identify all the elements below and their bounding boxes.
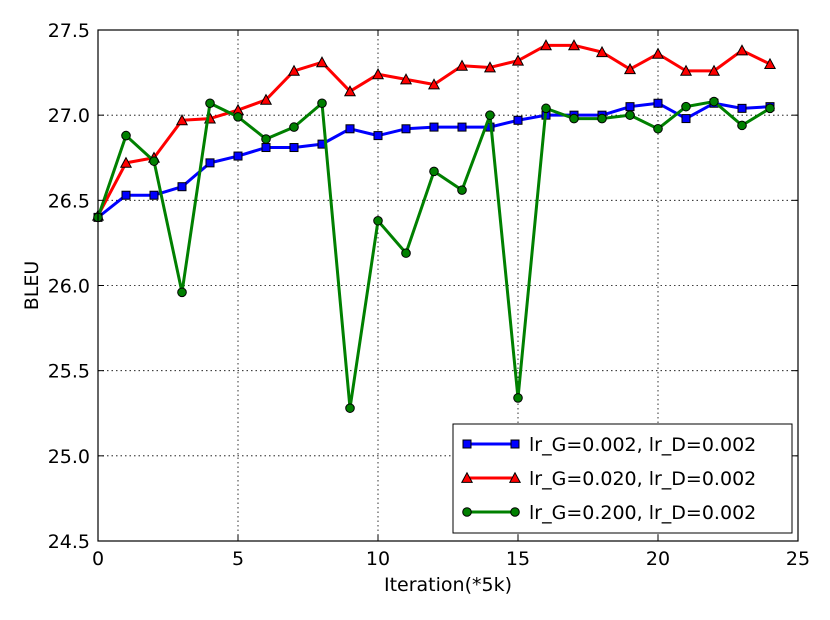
data-point (511, 54, 525, 66)
data-point (399, 73, 413, 85)
data-point (205, 98, 215, 109)
data-point (401, 124, 411, 134)
x-tick-label: 25 (786, 548, 810, 570)
data-point (735, 44, 749, 56)
series-layer (91, 39, 777, 413)
data-point (625, 110, 635, 120)
y-tick-label: 25.0 (48, 446, 90, 468)
data-point (205, 158, 215, 168)
legend-marker (460, 471, 474, 483)
x-axis-label: Iteration(*5k) (384, 574, 512, 596)
data-point (455, 59, 469, 71)
series-2 (91, 39, 777, 221)
legend-marker (510, 507, 520, 517)
data-point (345, 403, 355, 413)
data-point (653, 98, 663, 108)
y-tick-label: 26.5 (48, 190, 90, 212)
legend-entry: lr_G=0.002, lr_D=0.002 (462, 434, 756, 456)
data-point (763, 57, 777, 69)
data-point (233, 112, 243, 122)
data-point (343, 85, 357, 97)
data-point (175, 114, 189, 126)
data-point (259, 93, 273, 105)
y-tick-label: 27.5 (48, 20, 90, 42)
data-point (737, 120, 747, 131)
y-axis-label: BLEU (21, 261, 43, 311)
data-point (261, 134, 271, 144)
data-point (149, 156, 159, 166)
series-line (96, 100, 771, 410)
data-point (427, 78, 441, 90)
data-point (401, 248, 411, 258)
data-point (569, 113, 579, 124)
data-point (289, 143, 299, 153)
data-point (315, 56, 329, 68)
data-point (345, 124, 355, 134)
legend: lr_G=0.002, lr_D=0.002 lr_G=0.020, lr_D=0… (452, 423, 793, 534)
data-point (121, 190, 131, 200)
legend-label: lr_G=0.020, lr_D=0.002 (529, 468, 756, 490)
data-point (539, 39, 553, 51)
data-point (121, 130, 131, 141)
y-tick-label: 25.5 (48, 361, 90, 383)
series-3 (93, 96, 775, 413)
data-point (567, 39, 581, 51)
data-point (485, 110, 495, 120)
legend-marker (462, 439, 472, 449)
data-point (679, 64, 693, 76)
y-tick-label: 27.0 (48, 105, 90, 127)
data-point (177, 287, 187, 298)
legend-marker (462, 507, 472, 517)
legend-marker (510, 439, 520, 449)
data-point (513, 115, 523, 125)
legend-entry: lr_G=0.200, lr_D=0.002 (462, 502, 756, 524)
data-point (457, 185, 467, 195)
data-point (317, 98, 327, 109)
x-tick-label: 15 (506, 548, 530, 570)
data-point (233, 151, 243, 161)
tick-labels: 0 5 10 15 20 25 24.5 25.0 25.5 26.0 26.5 27.0 27.5 (48, 20, 810, 570)
data-point (177, 182, 187, 192)
legend-marker (508, 471, 522, 483)
data-point (707, 64, 721, 76)
x-tick-label: 10 (366, 548, 390, 570)
data-point (149, 190, 159, 200)
data-point (681, 101, 691, 112)
data-point (597, 113, 607, 124)
data-point (373, 131, 383, 141)
data-point (595, 45, 609, 58)
data-point (765, 103, 775, 114)
data-point (457, 122, 467, 132)
data-point (709, 96, 719, 107)
data-point (429, 166, 439, 177)
data-point (651, 47, 665, 59)
data-point (681, 114, 691, 124)
axis-ticks (97, 29, 799, 542)
data-point (483, 61, 497, 73)
data-point (119, 156, 133, 168)
x-tick-label: 5 (232, 548, 244, 570)
data-point (371, 68, 385, 80)
data-point (625, 102, 635, 112)
data-point (373, 215, 383, 226)
x-tick-label: 0 (92, 548, 104, 570)
data-point (541, 103, 551, 114)
data-point (429, 122, 439, 132)
data-point (289, 122, 299, 132)
y-tick-label: 26.0 (48, 276, 90, 298)
data-point (287, 64, 301, 76)
legend-label: lr_G=0.002, lr_D=0.002 (529, 434, 756, 456)
data-point (737, 103, 747, 113)
data-point (653, 123, 663, 134)
data-point (261, 143, 271, 153)
data-point (623, 62, 637, 75)
legend-label: lr_G=0.200, lr_D=0.002 (529, 502, 756, 524)
legend-entry: lr_G=0.020, lr_D=0.002 (460, 468, 756, 490)
y-tick-label: 24.5 (48, 531, 90, 553)
x-tick-label: 20 (646, 548, 670, 570)
data-point (513, 393, 523, 403)
